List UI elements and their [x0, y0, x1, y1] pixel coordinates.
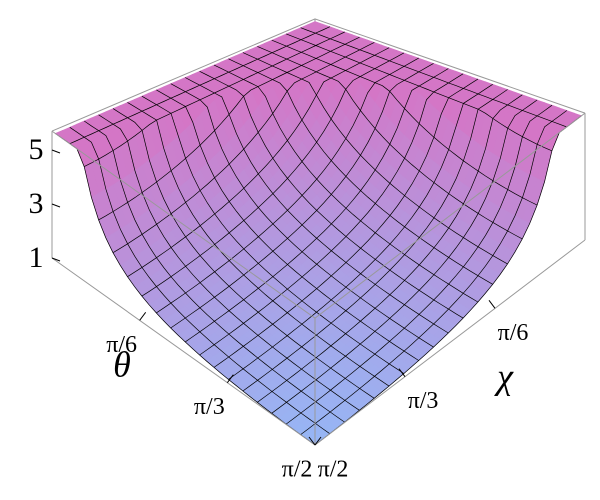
z-tick-label: 5	[29, 133, 44, 166]
x-tick-label: π/6	[106, 332, 137, 358]
z-tick	[51, 257, 61, 262]
y-tick	[398, 368, 406, 377]
y-tick	[488, 300, 496, 309]
x-tick	[314, 436, 322, 446]
box-front: 1 3 5 π/6 π/3 π/2 π/6 π/3 π/2	[29, 112, 586, 483]
y-tick-label: π/6	[498, 320, 529, 346]
x-tick-label: π/2	[282, 457, 313, 483]
x-tick-label: π/3	[194, 394, 225, 420]
x-tick	[139, 312, 147, 321]
z-tick	[51, 149, 61, 154]
y-tick	[308, 436, 316, 446]
z-tick-label: 3	[29, 187, 44, 220]
mesh-line	[55, 133, 316, 446]
mesh-line	[98, 114, 360, 411]
y-tick-label: π/2	[318, 457, 349, 483]
mesh-line	[314, 115, 582, 446]
mesh-line	[84, 120, 345, 423]
surface	[54, 21, 583, 446]
y-tick-label: π/3	[408, 388, 439, 414]
y-axis-label: χ	[494, 356, 514, 396]
mesh-line	[285, 104, 553, 425]
z-tick	[51, 203, 61, 208]
mesh-line	[69, 127, 331, 434]
z-tick-label: 1	[29, 241, 44, 274]
x-axis-label: θ	[113, 344, 131, 384]
x-tick	[226, 374, 234, 383]
box-edge	[51, 18, 586, 132]
mesh-line	[300, 110, 568, 435]
